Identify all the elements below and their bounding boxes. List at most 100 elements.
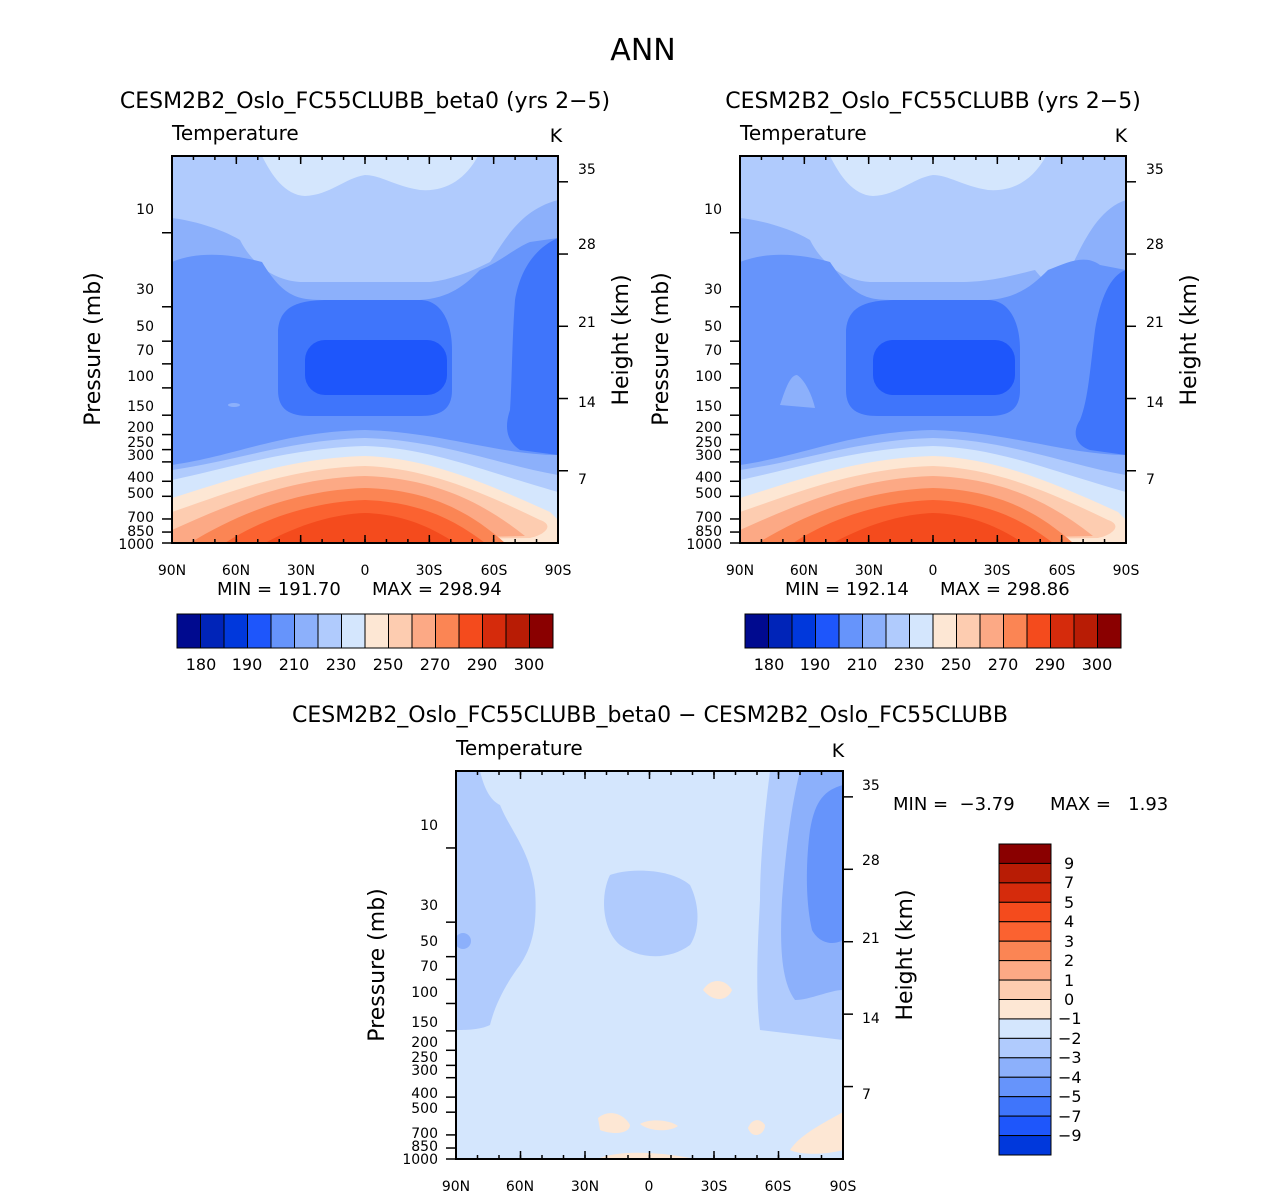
- y-tick-label: 70: [420, 959, 438, 975]
- colorbar-label: 4: [1064, 912, 1074, 931]
- x-tick-label: 60S: [481, 563, 508, 579]
- x-tick-label: 90N: [726, 563, 754, 579]
- colorbar-label: 7: [1064, 873, 1074, 892]
- y2-tick-label: 7: [1146, 472, 1155, 488]
- y-tick-label: 150: [695, 399, 722, 415]
- colorbar-cell: [341, 613, 366, 649]
- y2-tick-labels: 35 28 21 14 7: [862, 778, 880, 1103]
- colorbar-labels: 180 190 210 230 250 270 290 300: [186, 655, 545, 674]
- colorbar-label: 180: [186, 655, 217, 674]
- colorbar-label: −7: [1058, 1107, 1082, 1126]
- colorbar-cell: [294, 613, 319, 649]
- colorbar-cell: [1026, 613, 1051, 649]
- y-tick-label: 70: [704, 343, 722, 359]
- variable-label: Temperature: [171, 121, 299, 145]
- y2-tick-label: 21: [1146, 315, 1164, 331]
- y-tick-label: 300: [411, 1063, 438, 1079]
- y-tick-label: 30: [704, 282, 722, 298]
- min-value: MIN = 192.14: [785, 579, 909, 600]
- colorbar-label: 230: [326, 655, 357, 674]
- colorbar-label: 300: [1082, 655, 1113, 674]
- colorbar-cell: [998, 1096, 1052, 1117]
- y-tick-label: 1000: [686, 537, 722, 553]
- x-tick-label: 30N: [571, 1179, 599, 1195]
- y-axis-label: Pressure (mb): [649, 272, 674, 426]
- x-tick-label: 0: [361, 563, 370, 579]
- max-value: MAX = 1.93: [1050, 794, 1168, 815]
- y2-tick-labels: 35 28 21 14 7: [578, 162, 596, 488]
- colorbar-cell: [932, 613, 957, 649]
- panel-title: CESM2B2_Oslo_FC55CLUBB (yrs 2−5): [725, 89, 1141, 114]
- x-tick-label: 60S: [765, 1179, 792, 1195]
- colorbar-label: 270: [420, 655, 451, 674]
- y-tick-label: 100: [695, 369, 722, 385]
- y-tick-label: 200: [695, 420, 722, 436]
- x-tick-label: 30N: [855, 563, 883, 579]
- colorbar-cell: [998, 960, 1052, 981]
- y-tick-label: 500: [411, 1101, 438, 1117]
- y-tick-label: 850: [127, 524, 154, 540]
- variable-label: Temperature: [455, 736, 583, 760]
- page-title: ANN: [610, 33, 675, 68]
- y2-axis-label: Height (km): [609, 274, 634, 405]
- y-tick-label: 250: [411, 1050, 438, 1066]
- colorbar-label: 9: [1064, 854, 1074, 873]
- colorbar-cell: [1073, 613, 1098, 649]
- y-tick-label: 10: [136, 202, 154, 218]
- colorbar-labels: 180 190 210 230 250 270 290 300: [754, 655, 1113, 674]
- y-tick-label: 100: [127, 369, 154, 385]
- y-tick-label: 500: [127, 486, 154, 502]
- x-tick-label: 60N: [506, 1179, 534, 1195]
- y2-tick-label: 28: [578, 237, 596, 253]
- y-tick-label: 70: [136, 343, 154, 359]
- x-tick-label: 30S: [416, 563, 443, 579]
- y-tick-label: 1000: [402, 1152, 438, 1168]
- colorbar-cell: [998, 901, 1052, 923]
- x-tick-label: 90N: [158, 563, 186, 579]
- y-tick-label: 700: [411, 1126, 438, 1142]
- colorbar-cell: [458, 613, 483, 649]
- colorbar-cell: [998, 979, 1052, 1000]
- colorbar-label: −4: [1058, 1068, 1082, 1087]
- max-value: MAX = 298.86: [940, 579, 1070, 600]
- x-tick-label: 60N: [790, 563, 818, 579]
- colorbar-cell: [317, 613, 342, 649]
- colorbar-cell: [1050, 613, 1075, 649]
- colorbar-label: −5: [1058, 1087, 1082, 1106]
- y-tick-label: 150: [411, 1015, 438, 1031]
- y2-tick-label: 7: [578, 472, 587, 488]
- y2-tick-label: 28: [1146, 237, 1164, 253]
- colorbar-label: 250: [941, 655, 972, 674]
- colorbar-label: −3: [1058, 1048, 1082, 1067]
- colorbar-cell: [411, 613, 436, 649]
- y-tick-label: 100: [411, 985, 438, 1001]
- colorbar: [176, 613, 554, 649]
- colorbar-cell: [529, 613, 554, 649]
- y-tick-label: 10: [420, 818, 438, 834]
- y-tick-label: 250: [127, 435, 154, 451]
- colorbar-label: 270: [988, 655, 1019, 674]
- y-tick-label: 200: [411, 1035, 438, 1051]
- colorbar-cell: [247, 613, 272, 649]
- contour-field: [456, 771, 843, 1159]
- colorbar-label: 5: [1064, 893, 1074, 912]
- colorbar-label: 210: [279, 655, 310, 674]
- colorbar-cell: [200, 613, 225, 649]
- x-tick-labels: 90N 60N 30N 0 30S 60S 90S: [158, 563, 572, 579]
- colorbar-cell: [885, 613, 910, 649]
- y-tick-label: 500: [695, 486, 722, 502]
- y2-tick-label: 21: [862, 931, 880, 947]
- y-tick-labels: 10 30 50 70 100 150 200 250 300 400 500 …: [118, 202, 154, 553]
- y-tick-label: 200: [127, 420, 154, 436]
- y2-tick-label: 14: [578, 395, 596, 411]
- panel-model-beta0: CESM2B2_Oslo_FC55CLUBB_beta0 (yrs 2−5) T…: [81, 89, 634, 674]
- x-tick-labels: 90N 60N 30N 0 30S 60S 90S: [726, 563, 1140, 579]
- colorbar-label: −1: [1058, 1009, 1082, 1028]
- colorbar-cell: [791, 613, 816, 649]
- colorbar-cell: [862, 613, 887, 649]
- colorbar-label: 290: [1035, 655, 1066, 674]
- variable-label: Temperature: [739, 121, 867, 145]
- colorbar-cell: [998, 1135, 1052, 1156]
- colorbar-cell: [979, 613, 1004, 649]
- min-value: MIN = −3.79: [893, 794, 1015, 815]
